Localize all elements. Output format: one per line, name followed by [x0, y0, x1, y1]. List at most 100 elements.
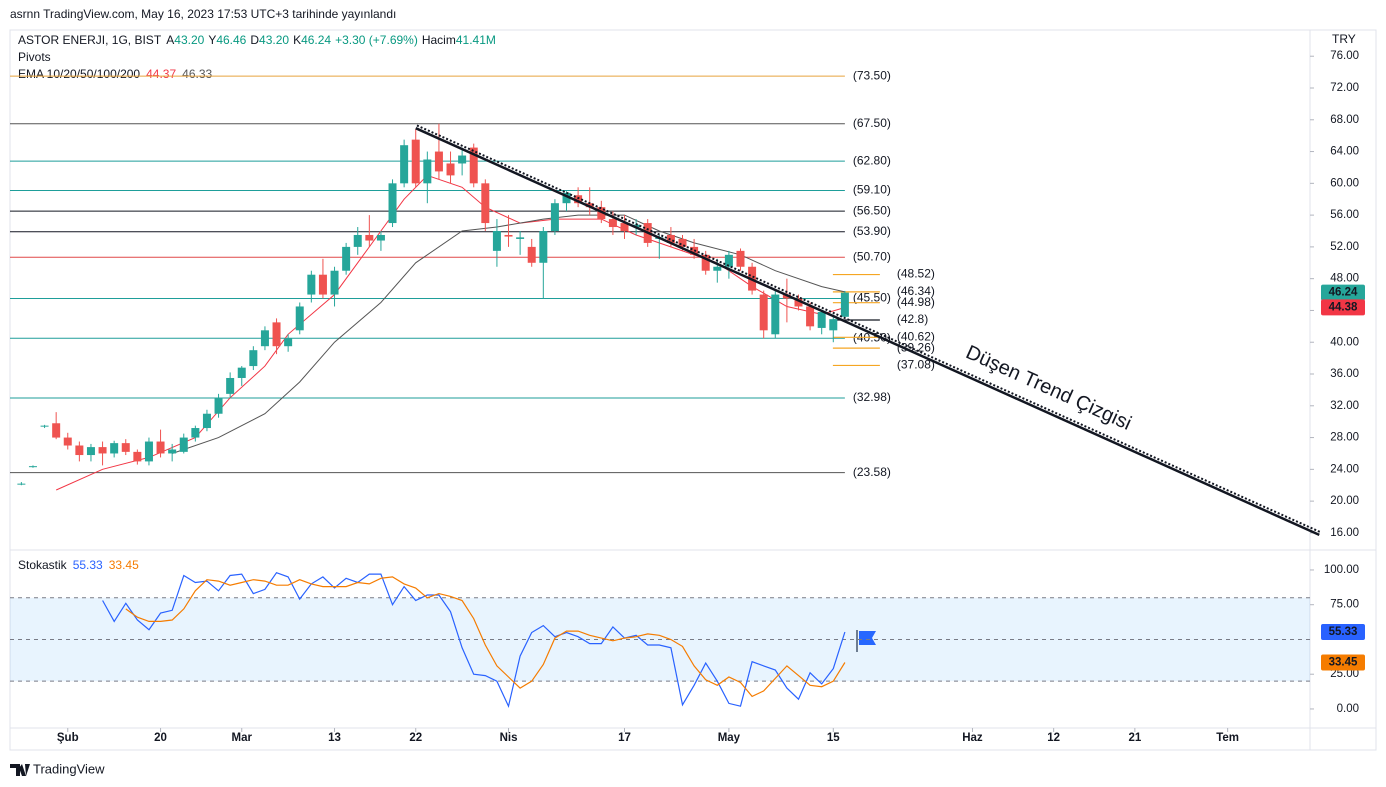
candle-body	[249, 350, 258, 367]
candle-body	[516, 237, 525, 239]
candle-body	[17, 483, 26, 485]
ema-line	[172, 214, 846, 454]
y-tick-label: 0.00	[1337, 703, 1359, 715]
candle-body	[86, 447, 95, 456]
currency: TRY	[1332, 32, 1356, 46]
candle-body	[121, 443, 130, 452]
pivot-label: (53.90)	[853, 224, 891, 238]
y-tick-label: 16.00	[1330, 527, 1359, 539]
x-tick-label: Şub	[57, 732, 79, 744]
candle-body	[63, 437, 72, 446]
pivot-label: (73.50)	[853, 68, 891, 82]
pivot-label: (32.98)	[853, 390, 891, 404]
stoch-box-label: 55.33	[1329, 626, 1358, 638]
price-box-label: 46.24	[1329, 287, 1358, 299]
candle-body	[434, 151, 443, 172]
pivot-label: (23.58)	[853, 465, 891, 479]
pivot-label: (45.50)	[853, 291, 891, 305]
y-tick-label: 40.00	[1330, 336, 1359, 348]
candle-body	[98, 447, 107, 454]
candle-body	[469, 147, 478, 184]
candle-body	[481, 183, 490, 224]
candle-body	[237, 367, 246, 378]
x-tick-label: 12	[1047, 732, 1060, 744]
candle-body	[701, 254, 710, 271]
candle-body	[597, 207, 606, 220]
current-pivot-label: (42.8)	[897, 312, 928, 326]
y-tick-label: 100.00	[1324, 564, 1359, 576]
candle-body	[400, 145, 409, 184]
candle-body	[202, 413, 211, 429]
y-tick-label: 64.00	[1330, 146, 1359, 158]
y-tick-label: 32.00	[1330, 400, 1359, 412]
frame	[9, 29, 1377, 751]
y-tick-label: 60.00	[1330, 177, 1359, 189]
x-tick-label: 21	[1128, 732, 1141, 744]
candle-body	[458, 155, 467, 164]
candle-body	[272, 322, 281, 347]
candle-body	[40, 425, 49, 427]
candle-body	[817, 312, 826, 328]
y-tick-label: 24.00	[1330, 463, 1359, 475]
candle-body	[666, 234, 675, 243]
price-box-label: 44.38	[1329, 301, 1358, 313]
stoch-line	[102, 571, 846, 709]
candle-body	[376, 234, 385, 241]
flag-icon	[856, 630, 876, 652]
candle-body	[574, 195, 583, 204]
candle-body	[678, 238, 687, 247]
candle-body	[736, 250, 745, 267]
x-tick-label: 13	[328, 732, 341, 744]
trend-line-dotted	[416, 124, 1321, 534]
stoch-line	[125, 576, 846, 698]
candle-body	[423, 159, 432, 184]
candle-body	[806, 306, 815, 327]
candle-body	[144, 441, 153, 462]
candle-body	[342, 246, 351, 271]
legend-ema: EMA 10/20/50/100/200 44.37 46.33	[18, 67, 212, 81]
pivot-label: (67.50)	[853, 116, 891, 130]
current-pivot-label: (46.34)	[897, 284, 935, 298]
candle-body	[28, 466, 37, 468]
candle-body	[75, 445, 84, 456]
y-tick-label: 76.00	[1330, 50, 1359, 62]
candle-body	[133, 451, 142, 462]
candle-body	[411, 139, 420, 184]
candle-body	[52, 423, 61, 438]
candle-body	[724, 254, 733, 267]
candle-body	[446, 163, 455, 176]
x-tick-label: 20	[154, 732, 167, 744]
candle-body	[713, 266, 722, 271]
footer-logo	[10, 764, 30, 776]
price-box	[1321, 284, 1365, 301]
candle-body	[168, 449, 177, 454]
published-note: asrnn TradingView.com, May 16, 2023 17:5…	[10, 7, 396, 21]
x-tick-label: Nis	[500, 732, 518, 744]
candle-body	[794, 298, 803, 307]
y-tick-label: 28.00	[1330, 432, 1359, 444]
candle-body	[771, 294, 780, 335]
candle-body	[156, 441, 165, 454]
y-tick-label: 56.00	[1330, 209, 1359, 221]
candle-body	[110, 443, 119, 454]
candle-body	[365, 234, 374, 241]
y-tick-label: 36.00	[1330, 368, 1359, 380]
candle-body	[840, 292, 849, 317]
candle-body	[504, 234, 513, 237]
candle-body	[539, 231, 548, 263]
x-tick-label: May	[718, 732, 741, 744]
candle-body	[330, 270, 339, 295]
current-pivot-label: (48.52)	[897, 267, 935, 281]
current-pivot-label: (37.08)	[897, 358, 935, 372]
x-tick-label: 15	[827, 732, 840, 744]
y-tick-label: 75.00	[1330, 599, 1359, 611]
y-tick-label: 25.00	[1330, 668, 1359, 680]
y-tick-label: 48.00	[1330, 273, 1359, 285]
candle-body	[214, 397, 223, 414]
trend-line	[415, 127, 1320, 537]
candle-body	[527, 246, 536, 263]
legend-stoch: Stokastik 55.33 33.45	[18, 558, 139, 572]
price-box	[1321, 299, 1365, 316]
pivot-label: (50.70)	[853, 249, 891, 263]
legend-pivots: Pivots	[18, 50, 51, 64]
